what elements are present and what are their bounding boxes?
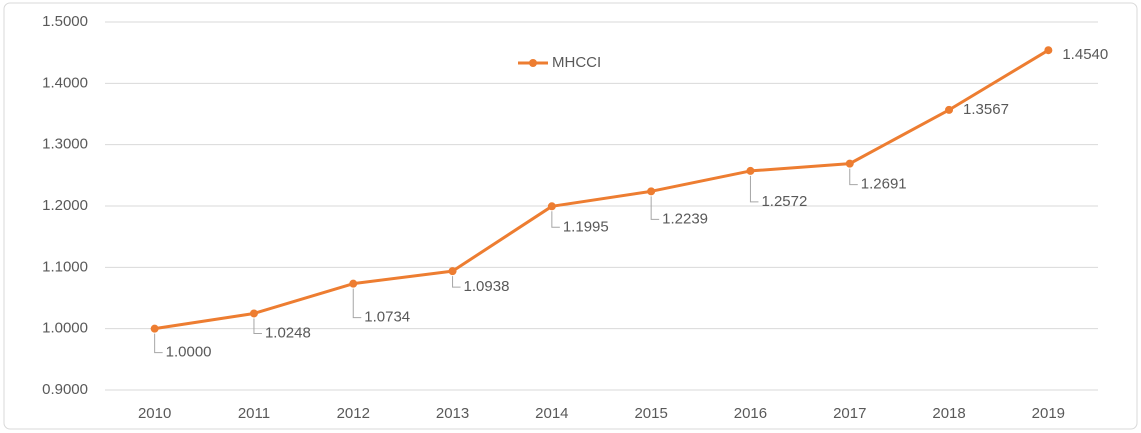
y-tick-label: 0.9000 [42, 381, 88, 398]
data-point [647, 187, 656, 196]
data-label: 1.1995 [563, 218, 609, 235]
leader-line [154, 333, 163, 354]
y-tick-label: 1.4000 [42, 74, 88, 91]
leader-line [749, 175, 759, 203]
data-label: 1.2572 [761, 193, 807, 210]
chart-border [3, 2, 1138, 430]
x-tick-label: 2011 [238, 405, 270, 422]
leader-line [452, 276, 461, 288]
x-tick-label: 2010 [138, 405, 171, 422]
data-label: 1.2691 [861, 176, 907, 193]
data-point [945, 105, 954, 114]
x-tick-label: 2019 [1032, 405, 1065, 422]
data-label: 1.3567 [963, 101, 1009, 118]
data-label: 1.0000 [166, 344, 212, 361]
data-point [349, 279, 358, 288]
data-point [547, 202, 556, 211]
data-point [249, 309, 258, 318]
y-tick-label: 1.1000 [42, 258, 88, 275]
x-tick-label: 2013 [436, 405, 469, 422]
data-label: 1.4540 [1062, 46, 1108, 63]
data-label: 1.0938 [464, 278, 510, 295]
data-point [448, 267, 457, 276]
y-tick-label: 1.5000 [42, 13, 88, 30]
data-point [845, 159, 854, 168]
data-point [746, 166, 755, 175]
leader-line [551, 211, 560, 228]
x-tick-label: 2012 [337, 405, 370, 422]
data-label: 1.2239 [662, 210, 708, 227]
leader-line [849, 168, 858, 186]
y-tick-label: 1.2000 [42, 197, 88, 214]
leader-line [650, 196, 660, 220]
x-tick-label: 2017 [833, 405, 866, 422]
y-tick-label: 1.0000 [42, 320, 88, 337]
data-point [150, 324, 159, 333]
x-tick-label: 2018 [932, 405, 965, 422]
leader-line [253, 318, 262, 334]
legend-marker [529, 59, 537, 67]
data-label: 1.0734 [364, 309, 410, 326]
x-tick-label: 2014 [535, 405, 568, 422]
x-tick-label: 2015 [634, 405, 667, 422]
leader-line [352, 288, 362, 319]
series-line [154, 48, 1050, 331]
data-label: 1.0248 [265, 324, 311, 341]
y-tick-label: 1.3000 [42, 136, 88, 153]
legend-label: MHCCI [552, 54, 601, 71]
data-point [1044, 46, 1053, 55]
x-tick-label: 2016 [734, 405, 767, 422]
